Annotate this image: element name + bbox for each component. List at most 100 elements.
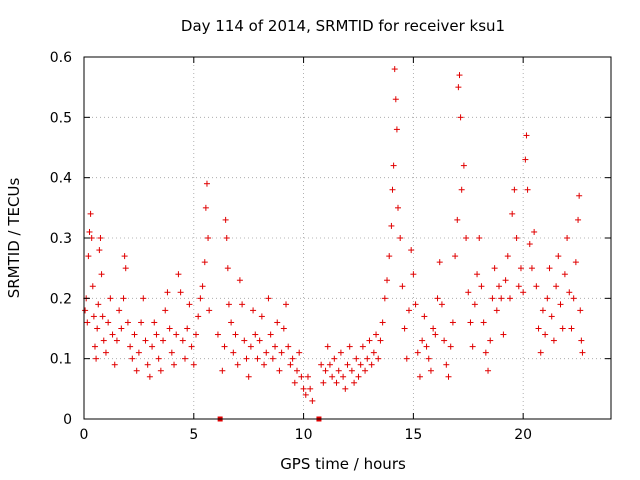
data-point	[335, 367, 342, 374]
y-tick-label: 0.2	[50, 291, 72, 307]
data-point	[557, 301, 564, 308]
data-point	[157, 367, 164, 374]
data-point	[89, 283, 96, 290]
data-point	[366, 337, 373, 344]
data-point	[225, 301, 232, 308]
data-point	[122, 265, 129, 272]
data-point	[578, 337, 585, 344]
data-point	[572, 259, 579, 266]
data-point	[553, 283, 560, 290]
data-point	[489, 295, 496, 302]
data-point	[474, 271, 481, 278]
data-point	[344, 361, 351, 368]
data-point	[548, 313, 555, 320]
data-point	[214, 331, 221, 338]
data-point	[523, 132, 530, 139]
data-point	[391, 66, 398, 73]
data-point	[441, 337, 448, 344]
data-point	[397, 235, 404, 241]
data-point	[443, 361, 450, 368]
data-point	[388, 222, 395, 229]
data-point	[144, 361, 151, 368]
data-point	[395, 204, 402, 211]
data-point	[405, 307, 412, 314]
data-point	[131, 331, 138, 338]
data-point	[291, 379, 298, 386]
chart-title: Day 114 of 2014, SRMTID for receiver ksu…	[181, 17, 505, 35]
data-point	[414, 349, 421, 356]
data-point	[171, 361, 178, 368]
data-point	[342, 385, 349, 392]
data-point	[276, 367, 283, 374]
data-point	[166, 325, 173, 332]
x-tick-label: 20	[514, 427, 532, 443]
data-point	[263, 349, 270, 356]
data-point	[555, 253, 562, 260]
data-point	[384, 277, 391, 284]
data-point	[258, 313, 265, 320]
data-point	[236, 277, 243, 284]
y-tick-label: 0.3	[50, 231, 72, 247]
data-point	[296, 349, 303, 356]
data-point	[116, 307, 123, 314]
y-tick-label: 0.4	[50, 171, 72, 187]
data-point	[568, 325, 575, 332]
data-point	[173, 331, 180, 338]
data-point	[340, 373, 347, 380]
data-point	[160, 337, 167, 344]
data-point	[102, 349, 109, 356]
data-point	[302, 391, 309, 398]
data-point	[561, 271, 568, 278]
data-point	[579, 349, 586, 356]
data-point	[320, 379, 327, 386]
data-point	[153, 331, 160, 338]
data-point	[502, 277, 509, 284]
data-point	[337, 349, 344, 356]
data-point	[324, 343, 331, 350]
data-point	[531, 228, 538, 235]
data-point	[456, 72, 463, 79]
x-tick-label: 15	[404, 427, 422, 443]
data-point	[454, 216, 461, 223]
data-point	[90, 313, 97, 320]
data-point	[192, 331, 199, 338]
data-point	[491, 265, 498, 272]
data-point	[458, 186, 465, 193]
data-point	[544, 295, 551, 302]
data-point	[498, 295, 505, 302]
data-point	[511, 186, 518, 193]
data-point	[96, 247, 103, 254]
data-point	[399, 283, 406, 290]
data-point	[517, 265, 524, 272]
data-point	[480, 319, 487, 326]
data-point	[307, 385, 314, 392]
data-point	[500, 331, 507, 338]
data-point	[95, 301, 102, 308]
data-point	[142, 337, 149, 344]
data-point	[120, 295, 127, 302]
data-point	[576, 192, 583, 199]
data-point	[107, 295, 114, 302]
data-point	[265, 295, 272, 302]
data-point	[84, 319, 91, 326]
data-point	[550, 337, 557, 344]
data-point	[348, 367, 355, 374]
data-point	[245, 373, 252, 380]
data-point	[393, 126, 400, 133]
y-axis-label: SRMTID / TECUs	[5, 178, 23, 299]
data-point	[287, 361, 294, 368]
data-point	[129, 355, 136, 362]
data-point	[533, 283, 540, 290]
data-point	[261, 361, 268, 368]
data-point	[85, 253, 92, 260]
data-point	[98, 271, 105, 278]
data-point	[224, 265, 231, 272]
data-point	[298, 373, 305, 380]
data-point	[239, 301, 246, 308]
data-point	[515, 283, 522, 290]
data-point	[485, 367, 492, 374]
data-point	[140, 295, 147, 302]
data-point	[449, 319, 456, 326]
data-point	[252, 331, 259, 338]
data-point	[118, 325, 125, 332]
